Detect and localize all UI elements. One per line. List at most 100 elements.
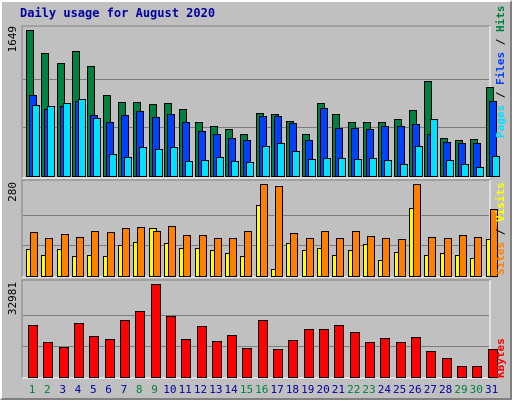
day-label-29: 29: [454, 383, 467, 396]
kbytes-bar-24: [380, 338, 390, 378]
day-label-30: 30: [470, 383, 483, 396]
kbytes-bar-10: [166, 316, 176, 378]
sites-bar-30: [474, 237, 482, 277]
day-label-16: 16: [255, 383, 268, 396]
kbytes-bar-14: [227, 335, 237, 378]
sites-bar-7: [122, 228, 130, 277]
sites-bar-6: [107, 232, 115, 277]
day-label-14: 14: [225, 383, 239, 396]
kbytes-bar-1: [28, 325, 38, 378]
pages-bar-22: [354, 159, 362, 177]
kbytes-bar-25: [396, 342, 406, 378]
pages-bar-30: [476, 167, 484, 177]
sites-bar-20: [321, 231, 329, 277]
day-label-25: 25: [393, 383, 406, 396]
kbytes-bar-16: [258, 320, 268, 378]
pages-bar-13: [216, 157, 224, 177]
pages-bar-23: [369, 158, 377, 177]
legend-files: Files: [494, 52, 507, 85]
kbytes-bar-8: [135, 311, 145, 378]
legend-hits: Hits: [494, 6, 507, 33]
sites-bar-9: [153, 231, 161, 277]
kbytes-bar-20: [319, 329, 329, 378]
sites-bar-17: [275, 186, 283, 277]
day-label-5: 5: [90, 383, 97, 396]
sites-bar-19: [306, 238, 314, 277]
sites-bar-15: [244, 231, 252, 277]
kbytes-bar-31: [488, 349, 498, 378]
sites-bar-16: [260, 184, 268, 277]
day-label-9: 9: [151, 383, 158, 396]
kbytes-y-max-label: 32981: [6, 282, 19, 315]
pages-bar-9: [155, 149, 163, 177]
visits-legend: Sites / Visits: [494, 182, 507, 275]
pages-bar-3: [63, 103, 71, 177]
kbytes-bar-19: [304, 329, 314, 378]
day-label-3: 3: [59, 383, 66, 396]
legend-pages: Pages: [494, 105, 507, 138]
day-label-23: 23: [362, 383, 375, 396]
sites-bar-26: [413, 184, 421, 277]
pages-bar-31: [492, 156, 500, 177]
day-label-4: 4: [75, 383, 82, 396]
pages-bar-21: [338, 158, 346, 177]
legend-sites: Sites: [494, 242, 507, 275]
kbytes-bar-23: [365, 342, 375, 378]
sites-bar-1: [30, 232, 38, 277]
pages-bar-11: [185, 161, 193, 177]
kbytes-bar-7: [120, 320, 130, 378]
sites-bar-13: [214, 238, 222, 277]
pages-bar-4: [78, 99, 86, 177]
svg-text:KBytes: KBytes: [494, 338, 507, 378]
pages-bar-14: [231, 161, 239, 177]
kbytes-bar-26: [411, 337, 421, 378]
sites-bar-24: [382, 238, 390, 277]
chart-title: Daily usage for August 2020: [20, 6, 216, 20]
pages-bar-19: [308, 159, 316, 177]
pages-bar-28: [446, 160, 454, 177]
day-label-1: 1: [29, 383, 36, 396]
day-label-20: 20: [316, 383, 329, 396]
hits-legend: Pages / Files / Hits: [494, 6, 507, 139]
sites-bar-2: [45, 238, 53, 277]
day-label-13: 13: [209, 383, 222, 396]
kbytes-bar-11: [181, 339, 191, 378]
pages-bar-18: [292, 151, 300, 177]
sites-bar-23: [367, 236, 375, 277]
day-label-26: 26: [408, 383, 421, 396]
day-label-17: 17: [270, 383, 283, 396]
legend-separator: /: [494, 85, 507, 105]
pages-bar-15: [246, 162, 254, 177]
sites-bar-18: [290, 233, 298, 277]
sites-bar-11: [183, 235, 191, 277]
kbytes-bar-5: [89, 336, 99, 378]
kbytes-bar-30: [472, 366, 482, 378]
day-label-24: 24: [378, 383, 392, 396]
legend-separator: /: [494, 222, 507, 242]
sites-bar-4: [76, 237, 84, 277]
svg-text:Pages / Files / Hits: Pages / Files / Hits: [494, 6, 507, 139]
pages-bar-5: [93, 118, 101, 177]
pages-bar-25: [400, 164, 408, 177]
pages-bar-27: [430, 119, 438, 177]
kbytes-bar-18: [288, 340, 298, 378]
legend-kbytes: KBytes: [494, 338, 507, 378]
sites-bar-10: [168, 226, 176, 277]
kbytes-legend: KBytes: [494, 338, 507, 378]
day-label-22: 22: [347, 383, 360, 396]
pages-bar-24: [384, 160, 392, 177]
kbytes-bar-4: [74, 323, 84, 378]
day-label-18: 18: [286, 383, 299, 396]
kbytes-bar-13: [212, 341, 222, 378]
day-label-27: 27: [424, 383, 437, 396]
day-label-10: 10: [163, 383, 176, 396]
pages-bar-29: [461, 164, 469, 177]
sites-bar-12: [199, 235, 207, 277]
pages-bar-26: [415, 146, 423, 177]
sites-bar-29: [459, 235, 467, 277]
sites-bar-28: [444, 238, 452, 277]
kbytes-bar-2: [43, 342, 53, 378]
pages-bar-6: [109, 154, 117, 177]
legend-separator: /: [494, 32, 507, 52]
pages-bar-7: [124, 157, 132, 177]
